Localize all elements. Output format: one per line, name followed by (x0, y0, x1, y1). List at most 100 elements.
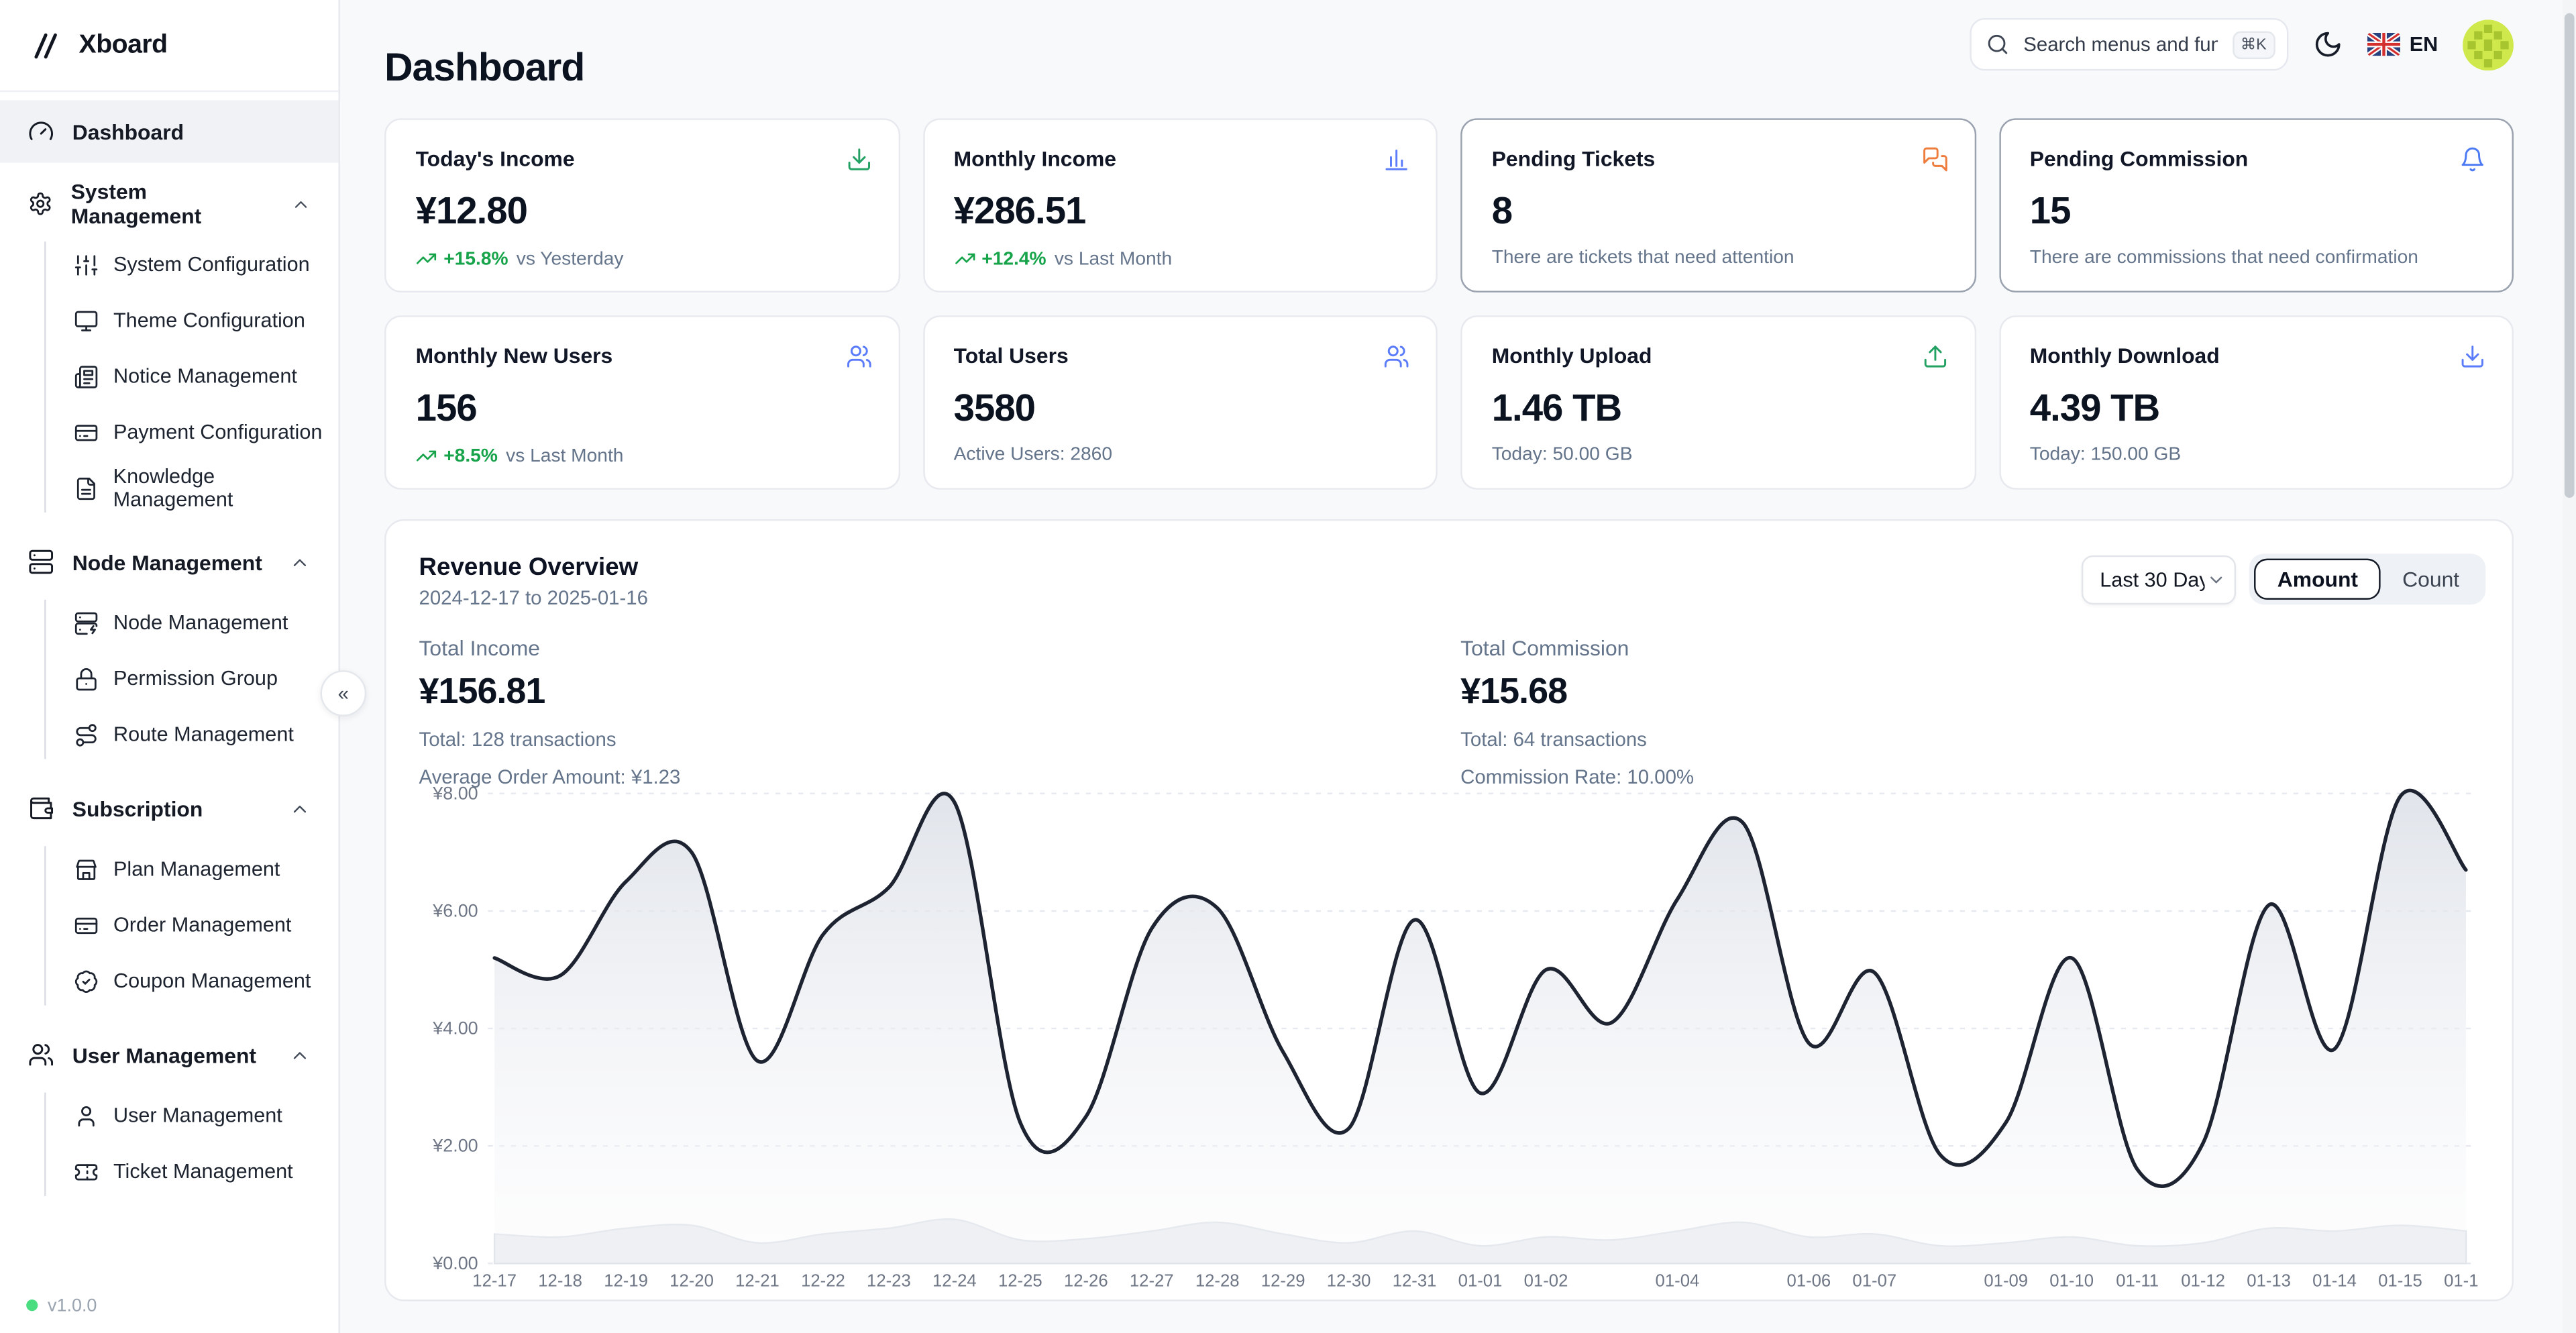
sidebar-item-label: User Management (113, 1104, 282, 1128)
metric-rate: Commission Rate: 10.00% (1460, 765, 1695, 789)
sidebar-item-label: Payment Configuration (113, 420, 323, 444)
sidebar-item-plan-management[interactable]: Plan Management (0, 841, 338, 897)
trending-up-icon (416, 253, 437, 264)
metric-value: ¥15.68 (1460, 670, 1568, 712)
card-monthly-download: Monthly Download 4.39 TB Today: 150.00 G… (1998, 315, 2514, 490)
newspaper-icon (74, 365, 98, 388)
svg-text:12-26: 12-26 (1064, 1272, 1108, 1291)
sidebar-item-notice-management[interactable]: Notice Management (0, 348, 338, 404)
sidebar-item-node-management[interactable]: Node Management (0, 595, 338, 651)
svg-text:12-22: 12-22 (801, 1272, 845, 1291)
revenue-chart-area: ¥0.00 ¥2.00 ¥4.00 ¥6.00 ¥8.00 12-17 12-18 12-19… (396, 761, 2488, 1296)
card-value: ¥286.51 (953, 189, 1087, 232)
svg-text:01-01: 01-01 (1458, 1272, 1503, 1291)
language-selector[interactable]: EN (2367, 32, 2438, 56)
card-value: 15 (2029, 189, 2072, 232)
svg-text:12-21: 12-21 (735, 1272, 780, 1291)
card-value: 4.39 TB (2029, 386, 2160, 429)
route-icon (76, 723, 97, 746)
sidebar-item-ticket-management[interactable]: Ticket Management (0, 1144, 338, 1199)
sidebar-item-route-management[interactable]: Route Management (0, 706, 338, 762)
logo-text: Xboard (78, 30, 168, 58)
logo-slashes-icon (34, 32, 57, 58)
sidebar-item-permission-group[interactable]: Permission Group (0, 651, 338, 706)
avatar-identicon (2463, 19, 2514, 70)
chevron-up-icon (293, 558, 307, 566)
user-icon (78, 1105, 95, 1126)
card-pending-commission[interactable]: Pending Commission 15 There are commissi… (1998, 118, 2514, 292)
svg-text:01-04: 01-04 (1656, 1272, 1700, 1291)
sidebar-item-label: Notice Management (113, 364, 297, 388)
language-label: EN (2409, 32, 2438, 56)
gauge-icon (29, 121, 53, 140)
sidebar-item-label: Theme Configuration (113, 309, 305, 332)
sidebar-item-coupon-management[interactable]: Coupon Management (0, 953, 338, 1008)
dark-mode-toggle[interactable] (2312, 30, 2342, 59)
version-label: v1.0.0 (48, 1295, 97, 1316)
credit-card-icon (74, 423, 98, 441)
sidebar-item-knowledge-management[interactable]: Knowledge Management (0, 460, 338, 516)
shortcut-badge: ⌘K (2232, 30, 2275, 58)
card-title: Total Users (953, 343, 1069, 368)
sidebar-item-theme-configuration[interactable]: Theme Configuration (0, 292, 338, 348)
svg-text:12-17: 12-17 (472, 1272, 517, 1291)
card-monthly-new-users: Monthly New Users 156 +8.5% vs Last Month (384, 315, 900, 490)
metric-value: ¥156.81 (419, 670, 545, 712)
sidebar-item-label: Node Management (113, 611, 288, 635)
svg-text:¥0.00: ¥0.00 (432, 1253, 478, 1273)
svg-text:12-20: 12-20 (669, 1272, 714, 1291)
sidebar-item-user-management[interactable]: User Management (0, 1087, 338, 1143)
sidebar-group-subscription[interactable]: Subscription (0, 779, 338, 838)
sliders-icon (74, 254, 98, 275)
search-box[interactable]: ⌘K (1969, 17, 2288, 71)
toggle-count-button[interactable]: Count (2402, 566, 2460, 592)
card-value: 3580 (953, 386, 1036, 429)
panel-controls: Last 30 Days Amount Count (2082, 553, 2486, 605)
metric-average: Average Order Amount: ¥1.23 (419, 765, 681, 789)
sidebar-item-payment-configuration[interactable]: Payment Configuration (0, 404, 338, 460)
svg-text:01-14: 01-14 (2312, 1272, 2357, 1291)
messages-icon (1922, 147, 1947, 172)
metric-label: Total Commission (1460, 635, 1629, 661)
trend-note: vs Yesterday (516, 249, 624, 269)
users-icon (1384, 345, 1409, 368)
page-title: Dashboard (384, 46, 585, 91)
sidebar-subnav-subscription: Plan Management Order Management Coupon … (0, 838, 338, 1014)
card-monthly-upload: Monthly Upload 1.46 TB Today: 50.00 GB (1460, 315, 1976, 490)
toggle-amount-button[interactable]: Amount (2254, 558, 2381, 600)
sidebar-item-order-management[interactable]: Order Management (0, 897, 338, 953)
svg-text:01-15: 01-15 (2378, 1272, 2422, 1291)
server-zap-icon (74, 611, 98, 634)
uk-flag-icon (2367, 32, 2400, 56)
sidebar-subnav-system: System Configuration Theme Configuration… (0, 233, 338, 521)
trending-up-icon (954, 253, 975, 264)
search-icon (1987, 34, 2007, 54)
card-note: There are commissions that need confirma… (2029, 248, 2418, 268)
svg-text:12-19: 12-19 (604, 1272, 648, 1291)
upload-icon (1923, 345, 1945, 368)
sidebar-item-dashboard[interactable]: Dashboard (0, 100, 339, 163)
scrollbar-thumb[interactable] (2564, 13, 2575, 498)
sidebar-item-label: Order Management (113, 913, 292, 937)
svg-text:01-09: 01-09 (1984, 1272, 2028, 1291)
sidebar-item-system-configuration[interactable]: System Configuration (0, 237, 338, 292)
card-pending-tickets[interactable]: Pending Tickets 8 There are tickets that… (1460, 118, 1976, 292)
trend-note: vs Last Month (506, 445, 624, 466)
sidebar-group-system-management[interactable]: System Management (0, 174, 338, 233)
bell-icon (2461, 147, 2483, 172)
sidebar-group-user-management[interactable]: User Management (0, 1025, 338, 1084)
avatar[interactable] (2463, 19, 2514, 70)
range-select[interactable]: Last 30 Days (2082, 554, 2237, 604)
total-commission-metric: Total Commission ¥15.68 Total: 64 transa… (1460, 636, 1694, 789)
badge-check-icon (74, 969, 98, 992)
download-icon (2461, 345, 2483, 368)
status-dot (26, 1299, 38, 1312)
trend-value: +15.8% (443, 249, 508, 269)
moon-icon (2314, 32, 2340, 57)
sidebar-group-node-management[interactable]: Node Management (0, 532, 338, 591)
sidebar-collapse-button[interactable]: « (320, 670, 367, 716)
stat-cards: Today's Income ¥12.80 +15.8% vs Yesterday… (384, 118, 2514, 490)
search-input[interactable] (2020, 31, 2221, 58)
total-income-metric: Total Income ¥156.81 Total: 128 transact… (419, 636, 680, 789)
